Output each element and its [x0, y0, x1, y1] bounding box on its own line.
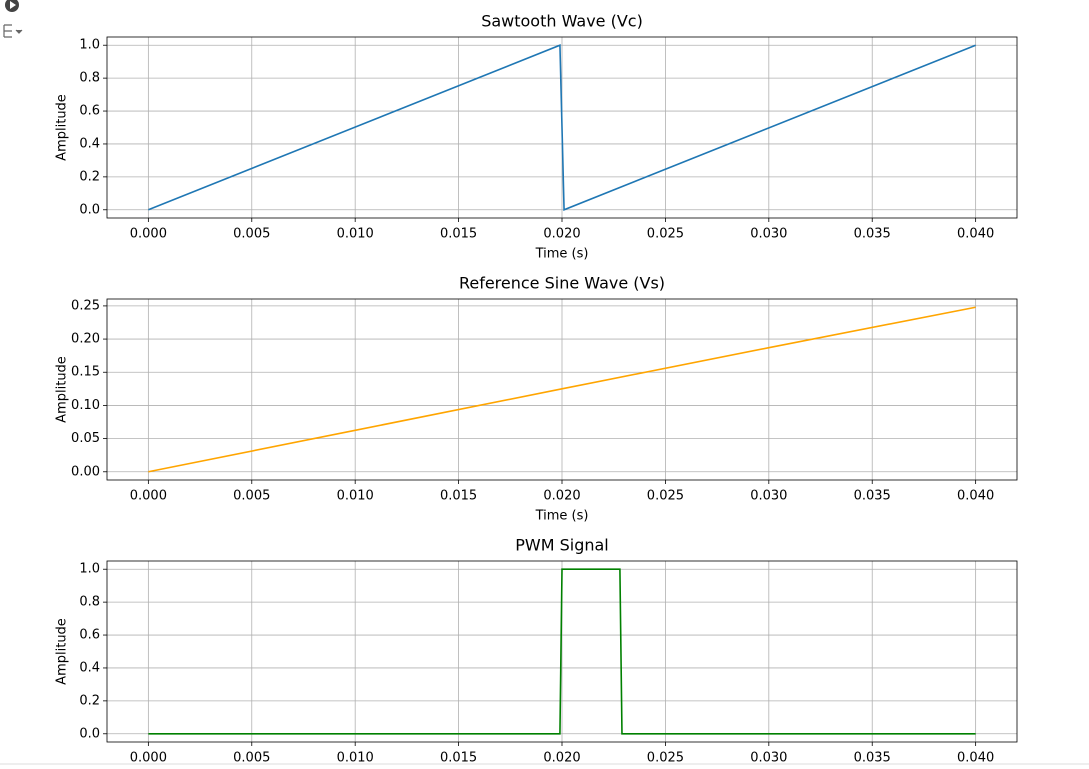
- x-tick-label: 0.025: [647, 751, 684, 766]
- x-tick-label: 0.025: [647, 227, 684, 242]
- data-line: [148, 568, 976, 735]
- x-tick-label: 0.015: [440, 489, 477, 504]
- y-tick-label: 0.20: [71, 332, 100, 347]
- x-axis-label: Time (s): [535, 509, 589, 524]
- x-tick-label: 0.035: [854, 751, 891, 766]
- x-tick-label: 0.000: [130, 227, 167, 242]
- axes-frame: [106, 298, 1018, 481]
- y-tick-label: 0.15: [71, 365, 100, 380]
- y-tick-label: 0.10: [71, 398, 100, 413]
- y-tick-label: 1.0: [79, 562, 100, 577]
- y-tick-label: 0.2: [79, 169, 100, 184]
- x-tick-label: 0.010: [337, 227, 374, 242]
- x-tick-label: 0.005: [233, 751, 270, 766]
- x-tick-label: 0.040: [957, 751, 994, 766]
- x-tick-label: 0.030: [750, 227, 787, 242]
- y-axis-label: Amplitude: [55, 356, 70, 423]
- y-tick-label: 0.4: [79, 660, 100, 675]
- y-tick-label: 0.05: [71, 431, 100, 446]
- y-tick-label: 0.0: [79, 726, 100, 741]
- axes-frame: [106, 560, 1018, 743]
- y-axis-label: Amplitude: [55, 618, 70, 685]
- x-tick-label: 0.020: [543, 751, 580, 766]
- x-tick-label: 0.005: [233, 489, 270, 504]
- chart-title: Reference Sine Wave (Vs): [459, 274, 665, 293]
- y-tick-label: 0.2: [79, 693, 100, 708]
- y-tick-label: 0.6: [79, 628, 100, 643]
- y-axis-label: Amplitude: [55, 94, 70, 161]
- y-tick-label: 1.0: [79, 38, 100, 53]
- y-tick-label: 0.8: [79, 71, 100, 86]
- x-tick-label: 0.035: [854, 227, 891, 242]
- run-icon: [10, 1, 16, 9]
- x-tick-label: 0.000: [130, 751, 167, 766]
- data-line: [148, 44, 976, 211]
- y-tick-label: 0.4: [79, 136, 100, 151]
- data-line: [148, 306, 976, 473]
- y-tick-label: 0.00: [71, 464, 100, 479]
- x-axis-label: Time (s): [535, 247, 589, 262]
- chart-title: PWM Signal: [515, 536, 609, 555]
- x-tick-label: 0.030: [750, 489, 787, 504]
- x-tick-label: 0.015: [440, 751, 477, 766]
- x-tick-label: 0.010: [337, 751, 374, 766]
- y-tick-label: 0.6: [79, 104, 100, 119]
- output-icon[interactable]: [3, 24, 23, 38]
- x-tick-label: 0.040: [957, 489, 994, 504]
- x-tick-label: 0.040: [957, 227, 994, 242]
- x-tick-label: 0.035: [854, 489, 891, 504]
- chart-title: Sawtooth Wave (Vc): [481, 12, 643, 31]
- x-tick-label: 0.020: [543, 489, 580, 504]
- y-tick-label: 0.8: [79, 595, 100, 610]
- x-tick-label: 0.015: [440, 227, 477, 242]
- x-tick-label: 0.020: [543, 227, 580, 242]
- x-tick-label: 0.010: [337, 489, 374, 504]
- x-tick-label: 0.000: [130, 489, 167, 504]
- axes-frame: [106, 36, 1018, 219]
- y-tick-label: 0.25: [71, 298, 100, 313]
- x-tick-label: 0.005: [233, 227, 270, 242]
- y-tick-label: 0.0: [79, 202, 100, 217]
- x-tick-label: 0.025: [647, 489, 684, 504]
- x-tick-label: 0.030: [750, 751, 787, 766]
